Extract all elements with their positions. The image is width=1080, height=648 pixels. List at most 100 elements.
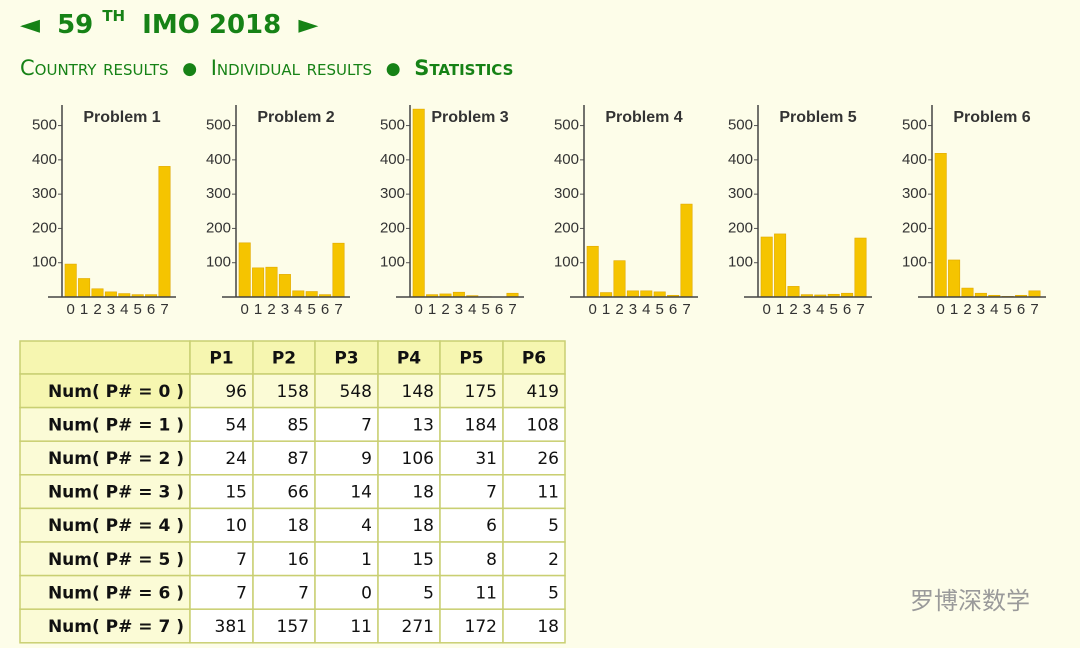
table-cell (252, 608, 316, 644)
x-tick-label: 2 (615, 301, 623, 318)
y-tick-label: 500 (902, 117, 927, 134)
prev-arrow[interactable]: ◄ (20, 10, 40, 40)
x-tick-label: 1 (254, 301, 262, 318)
chart-title: Problem 1 (83, 109, 160, 126)
bar (854, 237, 867, 298)
table-cell (439, 440, 504, 476)
table-value: 54 (225, 415, 247, 435)
table-value: 7 (361, 415, 372, 435)
table-value: 18 (412, 516, 434, 536)
table-cell (502, 406, 566, 442)
x-tick-label: 0 (589, 301, 597, 318)
table-value: 5 (423, 583, 434, 603)
table-cell (189, 474, 254, 510)
y-tick-label: 400 (380, 151, 405, 168)
table-cell (189, 507, 254, 543)
bar (64, 263, 77, 298)
column-header: P5 (459, 349, 483, 369)
x-tick-label: 6 (669, 301, 677, 318)
bar (653, 291, 666, 298)
nav-link[interactable]: Country results (20, 56, 169, 80)
table-cell (19, 541, 191, 577)
x-tick-label: 5 (134, 301, 142, 318)
table-value: 5 (548, 583, 559, 603)
table-cell (377, 440, 441, 476)
title: IMO 2018 (142, 10, 281, 40)
y-tick-label: 400 (32, 151, 57, 168)
table-value: 9 (361, 449, 372, 469)
row-label: Num( P# = 4 ) (48, 516, 184, 536)
watermark: 罗博深数学 (910, 587, 1030, 615)
table-cell (19, 340, 191, 375)
table-value: 15 (225, 483, 247, 503)
chart-title: Problem 3 (431, 109, 508, 126)
table-value: 148 (402, 382, 434, 402)
y-tick-label: 400 (206, 151, 231, 168)
nav-separator: ● (182, 59, 197, 79)
x-tick-label: 2 (93, 301, 101, 318)
bar (412, 108, 425, 298)
table-value: 2 (548, 550, 559, 570)
next-arrow[interactable]: ► (298, 10, 318, 40)
x-tick-label: 0 (241, 301, 249, 318)
table-cell (19, 373, 191, 409)
x-tick-label: 5 (656, 301, 664, 318)
table-value: 18 (412, 483, 434, 503)
x-tick-label: 4 (642, 301, 650, 318)
table-cell (189, 574, 254, 610)
bar (680, 203, 693, 298)
x-tick-label: 4 (816, 301, 824, 318)
y-tick-label: 300 (728, 185, 753, 202)
table-value: 31 (475, 449, 497, 469)
y-tick-label: 200 (728, 219, 753, 236)
y-tick-label: 300 (902, 185, 927, 202)
x-tick-label: 5 (482, 301, 490, 318)
bar (252, 267, 265, 298)
table-cell (314, 541, 379, 577)
table-cell (252, 340, 316, 375)
bar (158, 166, 171, 298)
x-tick-label: 3 (281, 301, 289, 318)
table-value: 85 (287, 415, 309, 435)
table-value: 271 (402, 617, 434, 637)
x-tick-label: 3 (629, 301, 637, 318)
y-tick-label: 300 (32, 185, 57, 202)
table-value: 26 (537, 449, 559, 469)
row-label: Num( P# = 7 ) (48, 617, 184, 637)
bar (305, 291, 318, 298)
nav-separator: ● (386, 59, 401, 79)
row-label: Num( P# = 3 ) (48, 483, 184, 503)
bar (626, 290, 639, 298)
row-label: Num( P# = 6 ) (48, 583, 184, 603)
table-value: 11 (475, 583, 497, 603)
x-tick-label: 7 (334, 301, 342, 318)
bar (292, 290, 305, 298)
column-header: P1 (209, 349, 233, 369)
bar (332, 242, 345, 298)
table-cell (439, 474, 504, 510)
table-cell (502, 474, 566, 510)
table-value: 13 (412, 415, 434, 435)
x-tick-label: 7 (1030, 301, 1038, 318)
table-value: 0 (361, 583, 372, 603)
x-tick-label: 3 (977, 301, 985, 318)
table-value: 11 (537, 483, 559, 503)
x-tick-label: 3 (803, 301, 811, 318)
nav-link-active[interactable]: Statistics (414, 56, 513, 80)
x-tick-label: 5 (830, 301, 838, 318)
table-cell (314, 507, 379, 543)
table-value: 16 (287, 550, 309, 570)
table-cell (439, 541, 504, 577)
row-label: Num( P# = 2 ) (48, 449, 184, 469)
table-cell (189, 406, 254, 442)
table-cell (377, 541, 441, 577)
nav-link[interactable]: Individual results (211, 56, 372, 80)
y-tick-label: 100 (206, 254, 231, 271)
chart-title: Problem 2 (257, 109, 334, 126)
table-value: 66 (287, 483, 309, 503)
table-value: 11 (350, 617, 372, 637)
table-value: 14 (350, 483, 372, 503)
y-tick-label: 300 (380, 185, 405, 202)
table-cell (19, 507, 191, 543)
